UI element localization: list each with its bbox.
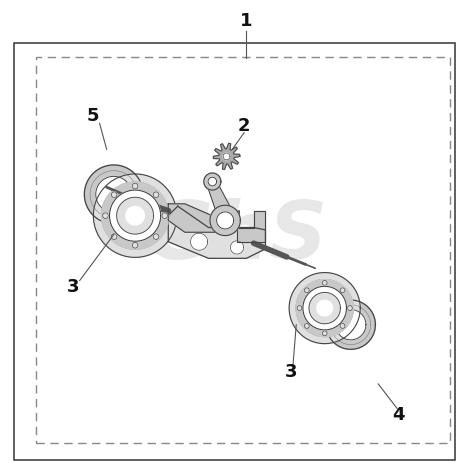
Polygon shape xyxy=(101,182,169,249)
Polygon shape xyxy=(168,206,265,258)
Bar xyxy=(36,57,450,443)
Polygon shape xyxy=(217,212,234,229)
Polygon shape xyxy=(296,280,353,337)
Text: 1: 1 xyxy=(240,12,253,30)
Text: 4: 4 xyxy=(392,406,404,424)
Text: 5: 5 xyxy=(86,107,99,125)
Bar xyxy=(14,43,455,460)
Polygon shape xyxy=(237,211,265,242)
Text: GhS: GhS xyxy=(146,198,328,276)
Polygon shape xyxy=(207,184,236,225)
Circle shape xyxy=(111,234,117,239)
Polygon shape xyxy=(317,300,333,316)
Polygon shape xyxy=(84,165,143,224)
Polygon shape xyxy=(117,197,154,234)
Polygon shape xyxy=(326,300,375,349)
Circle shape xyxy=(347,306,352,310)
Circle shape xyxy=(340,324,345,328)
Polygon shape xyxy=(210,205,240,236)
Polygon shape xyxy=(101,182,169,249)
Polygon shape xyxy=(213,143,240,170)
Circle shape xyxy=(153,192,159,198)
Polygon shape xyxy=(230,241,244,254)
Polygon shape xyxy=(126,207,144,225)
Circle shape xyxy=(132,183,138,189)
Text: 3: 3 xyxy=(67,278,80,296)
Circle shape xyxy=(132,243,138,248)
Polygon shape xyxy=(223,153,230,160)
Circle shape xyxy=(103,213,108,219)
Circle shape xyxy=(297,306,302,310)
Polygon shape xyxy=(303,286,346,330)
Polygon shape xyxy=(289,273,360,344)
Polygon shape xyxy=(168,204,239,232)
Polygon shape xyxy=(93,174,177,257)
Polygon shape xyxy=(109,190,161,241)
Circle shape xyxy=(340,288,345,292)
Polygon shape xyxy=(208,177,217,186)
Polygon shape xyxy=(336,310,366,340)
Text: 2: 2 xyxy=(238,117,250,135)
Circle shape xyxy=(111,192,117,198)
Circle shape xyxy=(153,234,159,239)
Circle shape xyxy=(322,331,327,336)
Polygon shape xyxy=(296,280,353,337)
Circle shape xyxy=(304,288,309,292)
Polygon shape xyxy=(204,173,221,190)
Polygon shape xyxy=(309,292,340,324)
Circle shape xyxy=(304,324,309,328)
Polygon shape xyxy=(191,233,208,250)
Text: 3: 3 xyxy=(285,363,298,381)
Circle shape xyxy=(322,281,327,285)
Polygon shape xyxy=(96,176,132,212)
Circle shape xyxy=(162,213,167,219)
